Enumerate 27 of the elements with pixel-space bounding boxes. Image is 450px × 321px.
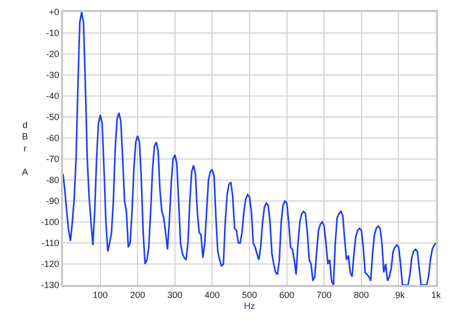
x-tick-label: 800 <box>354 290 369 300</box>
y-tick-label: -60 <box>46 133 60 144</box>
x-tick-label: 400 <box>204 290 220 300</box>
y-tick-label: -130 <box>41 280 60 290</box>
x-tick-label: 300 <box>167 290 182 300</box>
y-tick-label: -110 <box>42 238 60 248</box>
y-tick-label: -80 <box>46 175 60 186</box>
x-tick-label: .9k <box>392 290 406 300</box>
x-tick-label: 500 <box>242 290 258 300</box>
y-tick-label: -20 <box>46 49 60 60</box>
y-tick-label: -70 <box>46 154 60 164</box>
x-tick-label: 700 <box>316 290 332 300</box>
y-tick-label: -100 <box>41 217 60 228</box>
x-tick-label: 100 <box>92 290 108 300</box>
x-tick-label: 200 <box>130 290 146 300</box>
y-tick-label: +0 <box>48 7 60 18</box>
x-tick-label: 600 <box>279 290 294 300</box>
y-tick-label: -90 <box>46 196 60 206</box>
x-tick-label: 1k <box>431 290 442 300</box>
x-axis-title: Hz <box>244 301 256 312</box>
y-tick-label: -120 <box>41 259 60 270</box>
line-series <box>63 12 436 285</box>
y-tick-label: -30 <box>46 70 60 80</box>
y-tick-label: -50 <box>46 112 60 122</box>
y-tick-label: -10 <box>46 28 60 38</box>
text: dBr A <box>22 120 28 177</box>
y-tick-label: -40 <box>46 91 60 102</box>
